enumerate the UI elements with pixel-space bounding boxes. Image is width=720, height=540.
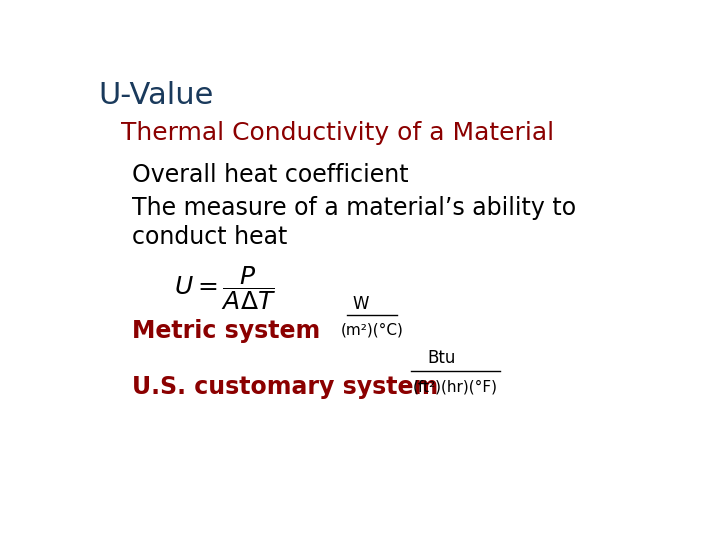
Text: U.S. customary system: U.S. customary system	[132, 375, 438, 399]
Text: Btu: Btu	[428, 349, 456, 367]
Text: W: W	[352, 295, 369, 313]
Text: $U = \dfrac{P}{A\Delta T}$: $U = \dfrac{P}{A\Delta T}$	[174, 265, 276, 312]
Text: conduct heat: conduct heat	[132, 225, 287, 249]
Text: (m²)(°C): (m²)(°C)	[341, 322, 403, 338]
Text: U-Value: U-Value	[99, 82, 214, 111]
Text: (ft²)(hr)(°F): (ft²)(hr)(°F)	[413, 380, 498, 395]
Text: The measure of a material’s ability to: The measure of a material’s ability to	[132, 196, 576, 220]
Text: Thermal Conductivity of a Material: Thermal Conductivity of a Material	[121, 121, 554, 145]
Text: Overall heat coefficient: Overall heat coefficient	[132, 163, 408, 186]
Text: Metric system: Metric system	[132, 319, 320, 343]
